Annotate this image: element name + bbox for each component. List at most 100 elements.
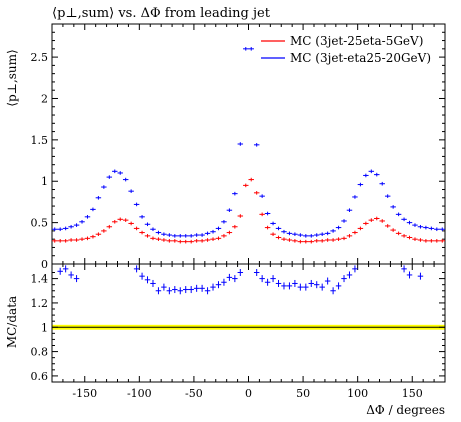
data-point-series-2 (297, 233, 304, 237)
main-y-tick-label: 1 (41, 175, 48, 188)
data-point-series-2 (150, 227, 156, 232)
data-point-series-1 (341, 236, 347, 241)
data-point-series-2 (412, 223, 418, 227)
data-point-series-1 (423, 239, 429, 243)
ratio-x-axis-label: ΔΦ / degrees (366, 403, 445, 417)
ratio-y-ticks: 0.6 0.8 1 1.2 1.4 (31, 272, 445, 383)
main-y-tick-label: 2 (41, 92, 48, 105)
ratio-point (297, 283, 304, 291)
data-point-series-1 (368, 218, 375, 222)
data-point-series-2 (237, 142, 244, 146)
ratio-x-tick-label: 0 (245, 387, 252, 400)
data-point-series-1 (243, 183, 249, 188)
data-point-series-2 (308, 234, 314, 238)
ratio-point (417, 272, 424, 280)
data-point-series-1 (335, 237, 342, 241)
data-point-series-1 (177, 239, 183, 244)
data-point-series-2 (319, 232, 325, 237)
data-point-series-1 (319, 239, 325, 243)
data-point-series-2 (155, 230, 162, 235)
ratio-point (253, 269, 260, 277)
ratio-point (221, 278, 227, 286)
data-point-series-2 (172, 234, 178, 238)
ratio-point (144, 276, 151, 284)
data-point-series-1 (363, 221, 369, 226)
ratio-point (210, 283, 216, 291)
data-point-series-1 (428, 239, 435, 243)
data-point-series-2 (112, 169, 118, 174)
ratio-x-ticks: -150 -100 -50 0 50 100 150 (62, 264, 435, 400)
main-title: ⟨p⊥,sum⟩ vs. ΔΦ from leading jet (52, 6, 271, 21)
ratio-point (172, 286, 178, 294)
ratio-point (57, 267, 63, 275)
data-point-series-2 (232, 191, 238, 196)
data-point-series-2 (275, 226, 282, 231)
data-point-series-2 (188, 234, 194, 238)
data-point-series-2 (379, 181, 385, 186)
ratio-point (319, 283, 325, 291)
data-point-series-1 (128, 221, 134, 226)
data-point-series-1 (275, 235, 282, 240)
data-point-series-1 (95, 232, 102, 237)
data-point-series-2 (166, 233, 173, 237)
data-point-series-2 (401, 217, 407, 222)
data-point-series-1 (390, 228, 396, 232)
data-point-series-2 (161, 232, 167, 237)
ratio-point (232, 275, 238, 283)
data-point-series-2 (204, 231, 211, 236)
data-point-series-1 (122, 218, 129, 222)
main-y-axis-label: ⟨p⊥,sum⟩ (5, 49, 19, 106)
ratio-point (139, 272, 145, 280)
ratio-point (62, 265, 69, 273)
ratio-point (193, 284, 200, 292)
data-point-series-1 (281, 237, 287, 241)
data-point-series-2 (221, 219, 227, 224)
ratio-point (303, 283, 309, 291)
data-point-series-1 (215, 236, 222, 241)
data-point-series-1 (253, 191, 260, 195)
data-point-series-1 (155, 237, 162, 241)
ratio-point (270, 275, 276, 283)
data-point-series-1 (221, 234, 227, 238)
ratio-x-tick-label: -150 (72, 387, 97, 400)
data-point-series-2 (428, 226, 435, 231)
data-point-series-2 (106, 175, 113, 179)
data-point-series-2 (101, 185, 107, 189)
data-point-series-2 (330, 229, 336, 233)
data-point-series-1 (210, 237, 216, 241)
data-point-series-1 (374, 216, 380, 221)
data-point-series-2 (84, 215, 91, 219)
data-point-series-1 (357, 226, 364, 231)
ratio-x-tick-label: 150 (402, 387, 423, 400)
data-point-series-2 (248, 47, 254, 51)
data-point-series-1 (346, 234, 353, 238)
data-point-series-2 (117, 171, 123, 175)
ratio-point (346, 271, 353, 279)
data-point-series-2 (243, 47, 249, 51)
data-point-series-1 (406, 235, 413, 240)
data-point-series-2 (210, 229, 216, 234)
data-point-series-2 (314, 233, 320, 237)
data-point-series-2 (177, 234, 183, 238)
data-point-series-1 (270, 232, 276, 237)
data-point-series-1 (193, 239, 200, 243)
ratio-point (259, 275, 265, 283)
ratio-point (199, 284, 205, 292)
main-y-ticks: 0 0.5 1 1.5 2 2.5 (31, 31, 445, 271)
data-point-series-2 (68, 224, 74, 229)
data-point-series-1 (226, 230, 233, 235)
data-point-series-2 (62, 226, 69, 231)
data-point-series-2 (374, 172, 380, 177)
ratio-point (292, 279, 298, 287)
data-point-series-2 (335, 225, 342, 230)
data-point-series-2 (286, 231, 293, 236)
ratio-point (352, 265, 358, 273)
ratio-point (341, 275, 347, 283)
data-point-series-2 (341, 219, 347, 223)
ratio-point (188, 286, 194, 294)
legend-label-series-1: MC (3jet-25eta-5GeV) (290, 34, 423, 48)
ratio-point (401, 265, 407, 273)
data-point-series-2 (357, 182, 364, 187)
ratio-point (335, 282, 342, 290)
ratio-point (183, 286, 189, 294)
